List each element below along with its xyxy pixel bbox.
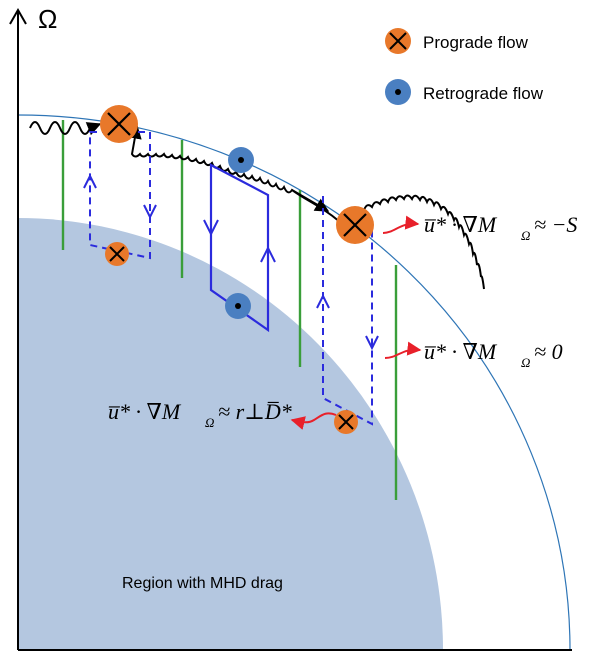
equation-zero: u̅* · ∇M Ω ≈ 0	[424, 339, 563, 370]
legend-retrograde-icon	[385, 79, 411, 105]
prograde-marker-small	[105, 242, 129, 266]
mhd-region-label: Region with MHD drag	[122, 575, 283, 592]
equation-prograde-source: u̅* · ∇M Ω ≈ −S	[424, 212, 577, 243]
svg-text:u̅* · ∇M: u̅* · ∇M	[108, 399, 182, 424]
legend-prograde-icon	[385, 28, 411, 54]
outer-boundary-arc	[17, 114, 571, 651]
svg-text:≈ r⊥D̅*: ≈ r⊥D̅*	[218, 399, 292, 424]
flow-arrow	[83, 173, 97, 189]
legend-prograde-label: Prograde flow	[423, 33, 529, 52]
prograde-marker-large	[100, 105, 138, 143]
svg-text:Ω: Ω	[205, 415, 214, 430]
green-lines	[61, 120, 398, 500]
flow-arrow	[143, 204, 157, 220]
svg-text:u̅* · ∇M: u̅* · ∇M	[424, 212, 498, 237]
equation-drag: u̅* · ∇M Ω ≈ r⊥D̅*	[108, 399, 292, 430]
prograde-marker-small	[334, 410, 358, 434]
red-annotation-arrows	[290, 215, 422, 430]
mhd-drag-region	[18, 218, 443, 650]
svg-text:≈ 0: ≈ 0	[534, 339, 563, 364]
flow-arrow	[260, 245, 276, 263]
retrograde-marker	[225, 293, 251, 319]
legend-retrograde-label: Retrograde flow	[423, 84, 544, 103]
axis-arrowhead	[9, 7, 27, 25]
svg-text:Ω: Ω	[521, 355, 530, 370]
svg-text:u̅* · ∇M: u̅* · ∇M	[424, 339, 498, 364]
flow-arrow	[316, 293, 330, 309]
svg-text:≈ −S: ≈ −S	[534, 212, 577, 237]
omega-axis-label: Ω	[38, 4, 57, 34]
wavy-wave-path	[29, 121, 485, 290]
flow-arrow	[365, 335, 379, 351]
solid-flow-loop	[209, 163, 270, 333]
prograde-marker-large	[336, 206, 374, 244]
flow-arrow	[203, 219, 219, 237]
svg-text:Ω: Ω	[521, 228, 530, 243]
retrograde-marker	[228, 147, 254, 173]
